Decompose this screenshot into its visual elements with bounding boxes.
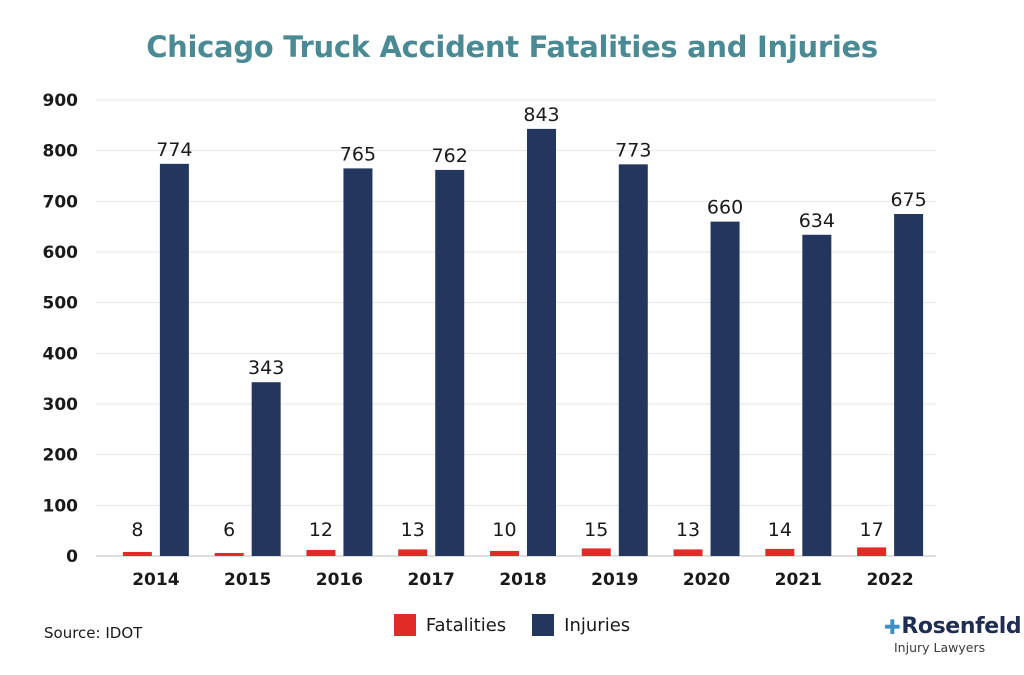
bar-injuries-2015 <box>251 382 281 556</box>
x-tick-label: 2019 <box>591 570 638 590</box>
x-tick-label: 2021 <box>775 570 822 590</box>
data-label-fatalities-2021: 14 <box>768 519 792 541</box>
data-label-injuries-2019: 773 <box>615 139 651 161</box>
x-axis: 2014 2015 2016 2017 2018 2019 2020 2021 2022 <box>132 570 914 590</box>
bar-fatalities-2016 <box>306 549 336 556</box>
logo: ✚ Rosenfeld Injury Lawyers <box>884 614 1022 655</box>
x-tick-label: 2018 <box>499 570 546 590</box>
data-label-injuries-2014: 774 <box>156 139 192 161</box>
y-tick-label: 300 <box>43 395 79 415</box>
data-label-fatalities-2019: 15 <box>584 519 608 541</box>
data-label-fatalities-2017: 13 <box>401 519 425 541</box>
bars <box>122 128 924 557</box>
bar-fatalities-2017 <box>398 549 428 556</box>
y-tick-label: 200 <box>43 446 79 466</box>
data-labels: 8 774 6 343 12 765 13 762 10 843 15 773 13 660 14 634 17… <box>131 104 926 541</box>
bar-injuries-2021 <box>802 234 832 557</box>
logo-plus-icon: ✚ <box>884 614 901 639</box>
data-label-fatalities-2018: 10 <box>492 519 516 541</box>
legend-label-injuries: Injuries <box>564 614 631 636</box>
data-label-injuries-2022: 675 <box>890 189 926 211</box>
legend-item-fatalities: Fatalities <box>393 614 507 636</box>
bar-chart: 0 100 200 300 400 500 600 700 800 900 8 774 6 343 12 7… <box>43 91 936 590</box>
y-tick-label: 0 <box>66 547 78 567</box>
bar-fatalities-2022 <box>857 547 887 556</box>
y-tick-label: 100 <box>43 496 79 516</box>
data-label-fatalities-2015: 6 <box>223 519 235 541</box>
bar-fatalities-2021 <box>765 548 795 556</box>
data-label-injuries-2021: 634 <box>799 210 835 232</box>
bar-injuries-2014 <box>159 163 189 556</box>
chart-title: Chicago Truck Accident Fatalities and In… <box>146 30 878 64</box>
source-note: Source: IDOT <box>44 624 143 642</box>
logo-tagline: Injury Lawyers <box>894 640 986 655</box>
x-tick-label: 2022 <box>866 570 913 590</box>
data-label-injuries-2015: 343 <box>248 357 284 379</box>
bar-injuries-2020 <box>710 221 740 556</box>
logo-brand-text: Rosenfeld <box>901 614 1022 639</box>
data-label-injuries-2016: 765 <box>340 143 376 165</box>
y-tick-label: 700 <box>43 192 79 212</box>
bar-fatalities-2015 <box>214 552 244 556</box>
bar-injuries-2022 <box>894 214 924 556</box>
x-tick-label: 2020 <box>683 570 730 590</box>
x-tick-label: 2014 <box>132 570 179 590</box>
y-tick-label: 900 <box>43 91 79 111</box>
logo-brand: ✚ Rosenfeld <box>884 614 1022 639</box>
gridlines <box>96 99 936 557</box>
data-label-fatalities-2016: 12 <box>309 519 333 541</box>
legend-swatch-injuries <box>532 614 555 636</box>
x-tick-label: 2017 <box>408 570 455 590</box>
data-label-fatalities-2022: 17 <box>860 519 884 541</box>
legend-label-fatalities: Fatalities <box>425 614 507 636</box>
y-tick-label: 500 <box>43 294 79 314</box>
bar-injuries-2017 <box>435 169 465 557</box>
legend: Fatalities Injuries <box>0 614 1024 636</box>
bar-fatalities-2018 <box>490 550 519 556</box>
y-tick-label: 600 <box>43 243 79 263</box>
bar-fatalities-2020 <box>673 549 703 556</box>
bar-injuries-2016 <box>343 168 373 556</box>
y-tick-label: 400 <box>43 344 79 364</box>
bar-fatalities-2014 <box>122 551 152 556</box>
bar-fatalities-2019 <box>581 548 611 556</box>
bar-injuries-2019 <box>618 164 648 556</box>
data-label-injuries-2020: 660 <box>707 197 743 219</box>
legend-item-injuries: Injuries <box>532 614 630 636</box>
data-label-injuries-2018: 843 <box>523 104 559 126</box>
y-tick-label: 800 <box>43 142 79 162</box>
bar-injuries-2018 <box>527 128 556 556</box>
data-label-injuries-2017: 762 <box>432 145 468 167</box>
y-axis: 0 100 200 300 400 500 600 700 800 900 <box>43 91 79 567</box>
data-label-fatalities-2014: 8 <box>131 519 143 541</box>
x-tick-label: 2016 <box>316 570 363 590</box>
data-label-fatalities-2020: 13 <box>676 519 700 541</box>
legend-swatch-fatalities <box>393 614 416 636</box>
x-tick-label: 2015 <box>224 570 271 590</box>
